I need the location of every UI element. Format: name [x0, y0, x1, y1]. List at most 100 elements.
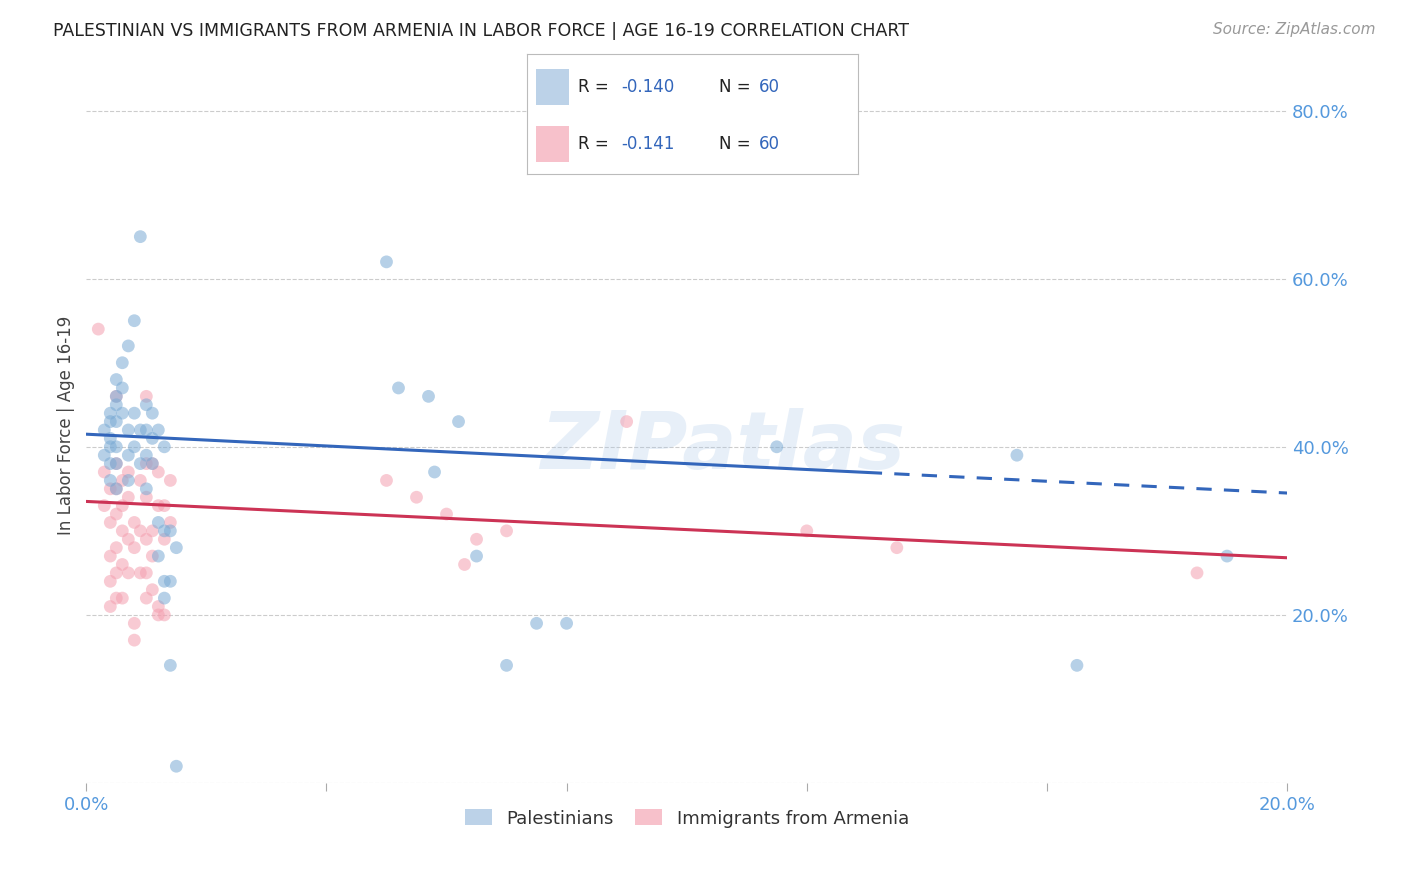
Point	[135, 423, 157, 437]
Point	[135, 457, 157, 471]
Point	[105, 389, 128, 403]
Point	[796, 524, 818, 538]
Point	[124, 633, 146, 648]
Point	[124, 516, 146, 530]
Point	[129, 524, 152, 538]
Point	[159, 658, 181, 673]
Point	[141, 582, 163, 597]
Text: Source: ZipAtlas.com: Source: ZipAtlas.com	[1212, 22, 1375, 37]
Point	[129, 566, 152, 580]
Point	[129, 457, 152, 471]
Point	[886, 541, 908, 555]
Point	[141, 406, 163, 420]
Point	[141, 549, 163, 563]
Point	[111, 356, 134, 370]
Point	[111, 381, 134, 395]
Point	[1216, 549, 1239, 563]
Point	[117, 533, 139, 547]
Point	[117, 423, 139, 437]
Point	[159, 524, 181, 538]
Point	[141, 457, 163, 471]
Point	[98, 406, 121, 420]
Point	[153, 440, 176, 454]
Point	[1185, 566, 1208, 580]
Point	[98, 574, 121, 589]
Point	[159, 474, 181, 488]
Point	[1066, 658, 1088, 673]
Point	[765, 440, 787, 454]
Point	[105, 440, 128, 454]
Point	[135, 482, 157, 496]
Point	[453, 558, 475, 572]
Point	[135, 591, 157, 606]
Point	[135, 389, 157, 403]
Point	[105, 457, 128, 471]
Text: ZIPatlas: ZIPatlas	[540, 409, 905, 486]
Point	[93, 499, 115, 513]
Point	[495, 524, 517, 538]
Point	[111, 499, 134, 513]
Point	[124, 440, 146, 454]
Point	[105, 398, 128, 412]
Point	[153, 591, 176, 606]
Text: -0.141: -0.141	[621, 135, 675, 153]
Point	[465, 549, 488, 563]
Point	[165, 759, 187, 773]
Point	[153, 607, 176, 622]
Point	[98, 431, 121, 445]
Text: PALESTINIAN VS IMMIGRANTS FROM ARMENIA IN LABOR FORCE | AGE 16-19 CORRELATION CH: PALESTINIAN VS IMMIGRANTS FROM ARMENIA I…	[53, 22, 910, 40]
Point	[105, 591, 128, 606]
Point	[124, 406, 146, 420]
Point	[141, 457, 163, 471]
Point	[148, 465, 170, 479]
Point	[111, 474, 134, 488]
Point	[153, 524, 176, 538]
Text: 60: 60	[759, 78, 779, 96]
Point	[148, 549, 170, 563]
Point	[153, 499, 176, 513]
Point	[129, 474, 152, 488]
Point	[153, 574, 176, 589]
Point	[555, 616, 578, 631]
Text: N =: N =	[718, 135, 756, 153]
Point	[98, 440, 121, 454]
Point	[418, 389, 440, 403]
Point	[526, 616, 548, 631]
Point	[495, 658, 517, 673]
Point	[153, 533, 176, 547]
Point	[117, 339, 139, 353]
Point	[141, 524, 163, 538]
Point	[105, 389, 128, 403]
Point	[129, 229, 152, 244]
Point	[93, 465, 115, 479]
Point	[111, 591, 134, 606]
Point	[135, 448, 157, 462]
Point	[159, 574, 181, 589]
Point	[117, 465, 139, 479]
Point	[124, 314, 146, 328]
Point	[387, 381, 409, 395]
Point	[375, 255, 398, 269]
Point	[98, 549, 121, 563]
Point	[124, 541, 146, 555]
Point	[1005, 448, 1028, 462]
Text: R =: R =	[578, 135, 614, 153]
Point	[129, 423, 152, 437]
Point	[98, 415, 121, 429]
Point	[135, 398, 157, 412]
Point	[111, 524, 134, 538]
Point	[105, 482, 128, 496]
Point	[375, 474, 398, 488]
Point	[93, 448, 115, 462]
Point	[98, 474, 121, 488]
Text: N =: N =	[718, 78, 756, 96]
Point	[87, 322, 110, 336]
Point	[159, 516, 181, 530]
Point	[148, 599, 170, 614]
Point	[135, 533, 157, 547]
Point	[148, 516, 170, 530]
Point	[616, 415, 638, 429]
Point	[141, 431, 163, 445]
Point	[465, 533, 488, 547]
Point	[117, 566, 139, 580]
